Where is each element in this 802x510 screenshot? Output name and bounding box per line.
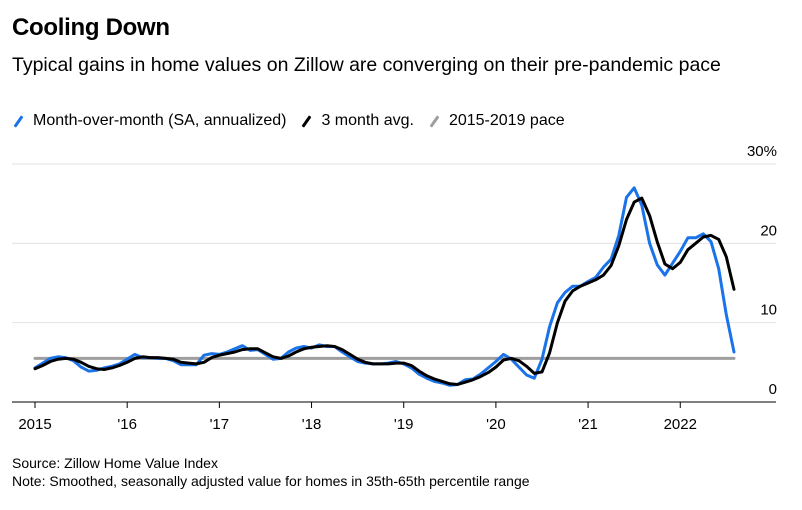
y-tick-label: 10: [760, 302, 777, 319]
y-tick-label: 0: [769, 381, 777, 398]
x-tick-label: '20: [486, 416, 506, 433]
y-tick-label: 20: [760, 222, 777, 239]
x-tick-label: '21: [578, 416, 598, 433]
line-chart: 0 10 20 30% 2015 '16 '17 '18 '19 '20 '21 2022: [12, 143, 777, 433]
source-note: Source: Zillow Home Value Index: [12, 455, 218, 471]
legend-label-pace: 2015-2019 pace: [448, 112, 565, 129]
x-tick-label: 2022: [664, 416, 697, 433]
series-line-mom: [33, 186, 736, 387]
x-tick-label: '17: [210, 416, 230, 433]
legend-label-3mo: 3 month avg.: [321, 112, 414, 129]
chart-title: Cooling Down: [12, 14, 170, 41]
legend: Month-over-month (SA, annualized) 3 mont…: [12, 112, 579, 130]
legend-label-mom: Month-over-month (SA, annualized): [33, 112, 287, 129]
legend-item-3mo: 3 month avg.: [300, 112, 414, 130]
series-line-3mo: [33, 196, 736, 386]
x-tick-label: 2015: [18, 416, 51, 433]
legend-item-mom: Month-over-month (SA, annualized): [12, 112, 286, 130]
x-tick-label: '18: [302, 416, 322, 433]
legend-item-pace: 2015-2019 pace: [428, 112, 565, 130]
x-tick-label: '19: [394, 416, 414, 433]
chart-subtitle: Typical gains in home values on Zillow a…: [12, 54, 721, 76]
x-tick-label: '16: [117, 416, 137, 433]
y-tick-label: 30%: [747, 143, 777, 160]
methodology-note: Note: Smoothed, seasonally adjusted valu…: [12, 473, 530, 489]
